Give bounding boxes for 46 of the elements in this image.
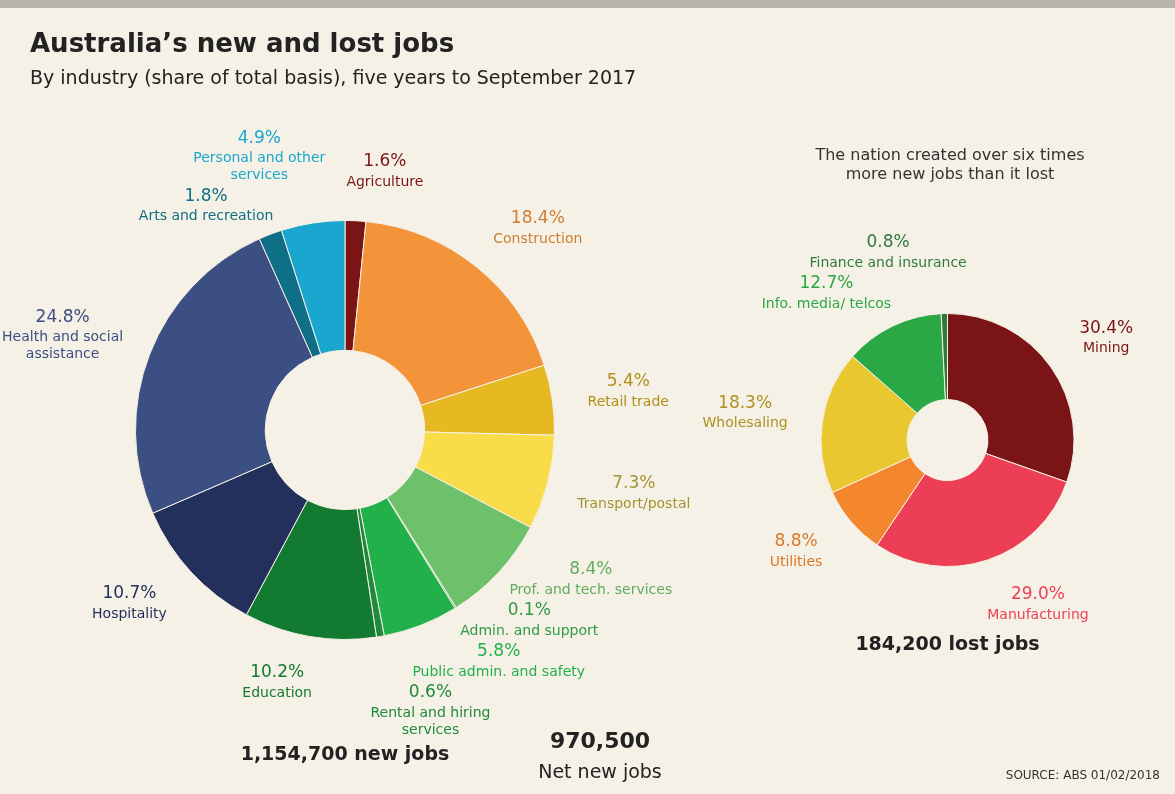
slice-label: Manufacturing bbox=[987, 605, 1089, 622]
slice-label: Info. media/ telcos bbox=[761, 294, 892, 311]
data-label: 0.8% bbox=[866, 231, 910, 252]
slice-label: Arts and recreation bbox=[138, 207, 274, 224]
slice-label: Public admin. and safety bbox=[412, 662, 586, 679]
data-label: 0.1% bbox=[507, 599, 551, 620]
data-label: 10.7% bbox=[102, 581, 157, 602]
data-label: 5.8% bbox=[477, 640, 521, 661]
slice-label: Education bbox=[242, 683, 312, 700]
slice-label: Wholesaling bbox=[702, 414, 788, 431]
slice-label: Retail trade bbox=[587, 393, 669, 410]
text: 970,500 bbox=[548, 728, 652, 753]
data-label: 29.0% bbox=[1010, 583, 1065, 604]
slice-label: Prof. and tech. services bbox=[509, 580, 673, 597]
data-label: 1.8% bbox=[184, 184, 228, 205]
text: The nation created over six times more new jobs than it lost bbox=[814, 145, 1086, 183]
text: 1,154,700 new jobs bbox=[239, 742, 451, 764]
slice-label: Rental and hiring services bbox=[370, 703, 491, 737]
slice-label: Admin. and support bbox=[460, 621, 599, 638]
slice-label: Health and social assistance bbox=[2, 328, 124, 362]
slice-label: Construction bbox=[493, 229, 583, 246]
data-label: 18.3% bbox=[718, 391, 773, 412]
data-label: 7.3% bbox=[612, 472, 656, 493]
data-label: 8.8% bbox=[774, 530, 818, 551]
source-note: SOURCE: ABS 01/02/2018 bbox=[1004, 768, 1160, 782]
chart-subtitle: By industry (share of total basis), five years to September 2017 bbox=[30, 66, 637, 88]
data-label: 5.4% bbox=[606, 370, 650, 391]
data-label: 0.6% bbox=[408, 680, 453, 701]
data-label: 12.7% bbox=[799, 272, 854, 293]
data-label: 18.4% bbox=[510, 206, 565, 227]
data-label: 1.6% bbox=[363, 150, 407, 171]
slice-label: Mining bbox=[1082, 339, 1130, 356]
data-label: 4.9% bbox=[237, 126, 281, 147]
chart-title: Australia’s new and lost jobs bbox=[30, 28, 455, 58]
text: 184,200 lost jobs bbox=[854, 632, 1041, 654]
data-label: 8.4% bbox=[569, 558, 613, 579]
data-label: 24.8% bbox=[35, 305, 90, 326]
data-label: 10.2% bbox=[250, 661, 305, 682]
slice-label: Transport/postal bbox=[576, 494, 691, 511]
slice-label: Hospitality bbox=[92, 604, 167, 621]
text: Net new jobs bbox=[537, 760, 663, 782]
slice-label: Utilities bbox=[769, 553, 823, 570]
data-label: 30.4% bbox=[1079, 316, 1134, 337]
slice-label: Agriculture bbox=[346, 172, 424, 189]
slice-label: Finance and insurance bbox=[809, 253, 967, 270]
slice-label: Personal and other services bbox=[193, 149, 326, 183]
